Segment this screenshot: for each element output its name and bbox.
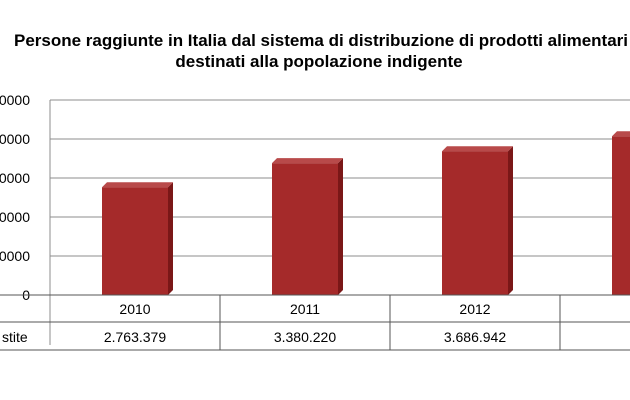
bar-side-face	[508, 146, 513, 295]
bar-side-face	[338, 158, 343, 295]
bar-top-face	[102, 182, 173, 188]
y-tick-label: 0000	[0, 131, 30, 147]
y-tick-label: 0000	[0, 209, 30, 225]
y-tick-label: 0000	[0, 92, 30, 108]
category-label: 2010	[119, 301, 150, 317]
data-table-value: 2.763.379	[104, 329, 166, 345]
category-label: 2012	[459, 301, 490, 317]
bar-side-face	[168, 182, 173, 295]
data-table-value: 3.380.220	[274, 329, 336, 345]
bar-top-face	[272, 158, 343, 164]
y-tick-label: 0000	[0, 248, 30, 264]
chart-title-line-1: Persone raggiunte in Italia dal sistema …	[14, 31, 628, 50]
category-label: 2011	[290, 301, 320, 317]
data-table-value: 3.686.942	[444, 329, 506, 345]
bar	[612, 136, 630, 295]
bar	[442, 151, 508, 295]
bar	[102, 187, 168, 295]
y-tick-label: 0000	[0, 170, 30, 186]
bar-top-face	[612, 131, 630, 137]
bar	[272, 163, 338, 295]
bar-top-face	[442, 146, 513, 152]
series-name: stite	[2, 329, 28, 345]
chart-title-line-2: destinati alla popolazione indigente	[175, 52, 463, 71]
